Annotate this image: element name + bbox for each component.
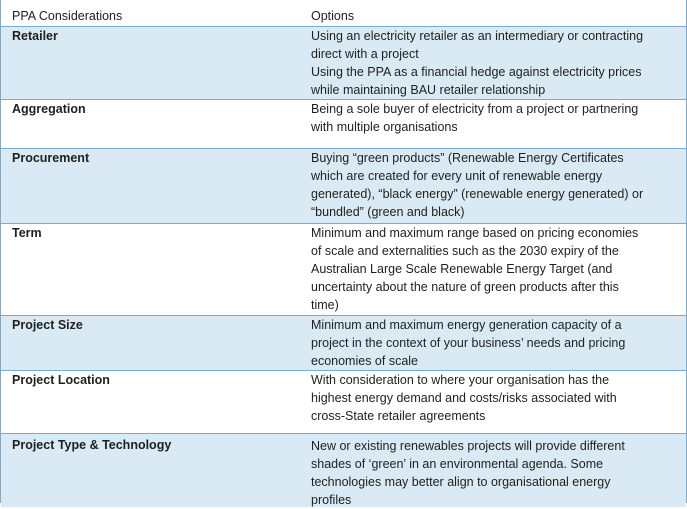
option-line: shades of ‘green’ in an environmental ag… (311, 457, 604, 471)
option-line: “bundled” (green and black) (311, 205, 465, 219)
row-label-project-size: Project Size (12, 318, 83, 332)
row-options-term: Minimum and maximum range based on prici… (306, 224, 686, 315)
row-label-project-type: Project Type & Technology (12, 438, 172, 452)
header-ppa-considerations: PPA Considerations (12, 9, 123, 23)
option-line: profiles (311, 493, 352, 507)
row-label-retailer: Retailer (12, 29, 58, 43)
option-line: economies of scale (311, 354, 419, 368)
option-line: generated), “black energy” (renewable en… (311, 187, 644, 201)
option-line: project in the context of your business’… (311, 336, 626, 350)
option-line: technologies may better align to organis… (311, 475, 611, 489)
row-options-aggregation: Being a sole buyer of electricity from a… (306, 100, 686, 148)
option-line: Being a sole buyer of electricity from a… (311, 102, 639, 116)
header-options: Options (311, 9, 355, 23)
row-label-procurement: Procurement (12, 151, 90, 165)
option-line: of scale and externalities such as the 2… (311, 244, 619, 258)
option-line: cross-State retailer agreements (311, 409, 486, 423)
option-line: which are created for every unit of rene… (311, 169, 603, 183)
row-options-project-type: New or existing renewables projects will… (306, 436, 686, 507)
row-label-project-location: Project Location (12, 373, 110, 387)
option-line: New or existing renewables projects will… (311, 439, 625, 453)
table-row-aggregation: Aggregation Being a sole buyer of electr… (1, 99, 686, 148)
table-row-procurement: Procurement Buying “green products” (Ren… (1, 148, 686, 223)
table-header-row: PPA Considerations Options (1, 0, 686, 26)
option-line: while maintaining BAU retailer relations… (311, 83, 546, 97)
option-line: Using an electricity retailer as an inte… (311, 29, 644, 43)
option-line: Minimum and maximum energy generation ca… (311, 318, 622, 332)
option-line: with multiple organisations (311, 120, 458, 134)
option-line: Using the PPA as a financial hedge again… (311, 65, 642, 79)
table-row-retailer: Retailer Using an electricity retailer a… (1, 26, 686, 99)
row-options-project-location: With consideration to where your organis… (306, 371, 686, 433)
row-label-aggregation: Aggregation (12, 102, 86, 116)
row-options-procurement: Buying “green products” (Renewable Energ… (306, 149, 686, 223)
option-line: highest energy demand and costs/risks as… (311, 391, 617, 405)
table-row-project-type: Project Type & Technology New or existin… (1, 433, 686, 507)
option-line: Australian Large Scale Renewable Energy … (311, 262, 613, 276)
row-options-project-size: Minimum and maximum energy generation ca… (306, 316, 686, 370)
option-line: Minimum and maximum range based on prici… (311, 226, 639, 240)
option-line: With consideration to where your organis… (311, 373, 610, 387)
option-line: direct with a project (311, 47, 419, 61)
option-line: Buying “green products” (Renewable Energ… (311, 151, 624, 165)
row-options-retailer: Using an electricity retailer as an inte… (306, 27, 686, 99)
table-row-project-size: Project Size Minimum and maximum energy … (1, 315, 686, 370)
table-row-term: Term Minimum and maximum range based on … (1, 223, 686, 315)
table-row-project-location: Project Location With consideration to w… (1, 370, 686, 433)
row-label-term: Term (12, 226, 42, 240)
option-line: time) (311, 298, 339, 312)
option-line: uncertainty about the nature of green pr… (311, 280, 619, 294)
